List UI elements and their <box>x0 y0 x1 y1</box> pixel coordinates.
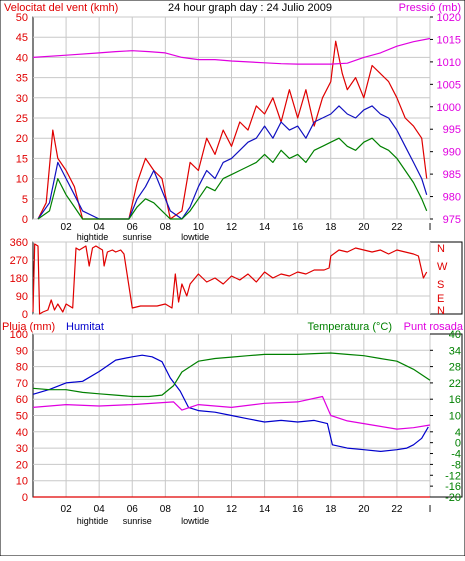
x-tick-label: 02 <box>61 222 73 233</box>
dir-letter-n-top: N <box>437 243 445 255</box>
y2-tick-label: 28 <box>449 362 461 374</box>
x-tick-label: 16 <box>292 504 304 515</box>
y2-tick-label: 980 <box>443 192 461 204</box>
y2-tick-label: -4 <box>451 449 461 461</box>
y-tick-label: 70 <box>16 378 28 390</box>
x-tick-label: 10 <box>193 222 205 233</box>
y2-tick-label: 1000 <box>437 102 461 114</box>
y-tick-label: 10 <box>16 476 28 488</box>
y2-tick-label: -16 <box>445 481 461 493</box>
y-tick-label: 20 <box>16 459 28 471</box>
y-tick-label: 40 <box>16 52 28 64</box>
y2-tick-label: 1005 <box>437 79 461 91</box>
x-tick-label: 18 <box>325 222 337 233</box>
x-tick-label: I <box>429 504 432 515</box>
y2-tick-label: -20 <box>445 492 461 504</box>
temperature-label: Temperatura (°C) <box>308 321 392 333</box>
x-tick-label: 04 <box>94 504 106 515</box>
series-direcci- <box>32 243 428 315</box>
y-tick-label: 35 <box>16 73 28 85</box>
y-tick-label: 80 <box>16 362 28 374</box>
y-tick-label: 0 <box>22 214 28 226</box>
y-tick-label: 90 <box>16 291 28 303</box>
dir-letter-w: W <box>437 261 448 273</box>
x-tick-label: 22 <box>391 504 403 515</box>
event-label: sunrise <box>123 516 152 526</box>
x-tick-label: 08 <box>160 222 172 233</box>
y-tick-label: 5 <box>22 194 28 206</box>
y-tick-label: 30 <box>16 93 28 105</box>
y-tick-label: 20 <box>16 133 28 145</box>
series-punt-rosada <box>32 395 431 430</box>
series-temperatura-c- <box>32 352 431 398</box>
y2-tick-label: -8 <box>451 459 461 471</box>
x-tick-label: 20 <box>358 222 370 233</box>
dir-letter-e: E <box>437 293 444 305</box>
dir-letter-n-bottom: N <box>437 305 445 317</box>
x-tick-label: 20 <box>358 504 370 515</box>
chart-title: 24 hour graph day : 24 Julio 2009 <box>168 2 332 14</box>
y2-tick-label: 985 <box>443 169 461 181</box>
dewpoint-label: Punt rosada <box>404 321 464 333</box>
y-tick-label: 60 <box>16 394 28 406</box>
series-humitat <box>32 354 429 452</box>
event-label: hightide <box>77 232 109 242</box>
y-tick-label: 0 <box>22 492 28 504</box>
y2-tick-label: 16 <box>449 394 461 406</box>
y-tick-label: 90 <box>16 345 28 357</box>
y-tick-label: 25 <box>16 113 28 125</box>
y-tick-label: 180 <box>10 273 28 285</box>
y2-tick-label: 990 <box>443 147 461 159</box>
event-label: lowtide <box>181 232 209 242</box>
x-tick-label: 02 <box>61 504 73 515</box>
event-label: hightide <box>77 516 109 526</box>
x-tick-label: 16 <box>292 222 304 233</box>
x-tick-label: 08 <box>160 504 172 515</box>
x-tick-label: 10 <box>193 504 205 515</box>
x-tick-label: 12 <box>226 504 238 515</box>
dir-letter-s: S <box>437 279 444 291</box>
y2-tick-label: 34 <box>449 345 461 357</box>
y-tick-label: 10 <box>16 174 28 186</box>
y-tick-label: 30 <box>16 443 28 455</box>
y2-tick-label: 10 <box>449 411 461 423</box>
y2-tick-label: 1015 <box>437 34 461 46</box>
y2-tick-label: 975 <box>443 214 461 226</box>
y2-tick-label: 4 <box>455 427 461 439</box>
x-tick-label: 18 <box>325 504 337 515</box>
series-mitjana <box>37 137 428 220</box>
x-tick-label: 12 <box>226 222 238 233</box>
y-tick-label: 50 <box>16 12 28 24</box>
x-tick-label: 14 <box>259 222 271 233</box>
x-tick-label: 04 <box>94 222 106 233</box>
y2-tick-label: 1020 <box>437 12 461 24</box>
x-tick-label: 06 <box>127 504 139 515</box>
y-tick-label: 45 <box>16 32 28 44</box>
y-tick-label: 15 <box>16 153 28 165</box>
y2-tick-label: 1010 <box>437 57 461 69</box>
x-tick-label: I <box>429 222 432 233</box>
y2-tick-label: 995 <box>443 124 461 136</box>
y2-tick-label: 0 <box>455 438 461 450</box>
event-label: lowtide <box>181 516 209 526</box>
pressure-axis-title: Pressió (mb) <box>399 2 461 14</box>
x-tick-label: 06 <box>127 222 139 233</box>
rain-axis-title: Pluja (mm) <box>2 321 55 333</box>
y-tick-label: 40 <box>16 427 28 439</box>
y-tick-label: 100 <box>10 329 28 341</box>
x-tick-label: 22 <box>391 222 403 233</box>
series-pressi-mb- <box>32 37 431 65</box>
wind-axis-title: Velocitat del vent (kmh) <box>4 2 118 14</box>
y-tick-label: 50 <box>16 411 28 423</box>
y2-tick-label: 22 <box>449 378 461 390</box>
y-tick-label: 0 <box>22 309 28 321</box>
y-tick-label: 270 <box>10 255 28 267</box>
y2-tick-label: 40 <box>449 329 461 341</box>
x-tick-label: 14 <box>259 504 271 515</box>
humidity-label: Humitat <box>66 321 104 333</box>
event-label: sunrise <box>123 232 152 242</box>
y-tick-label: 360 <box>10 237 28 249</box>
y2-tick-label: -12 <box>445 470 461 482</box>
